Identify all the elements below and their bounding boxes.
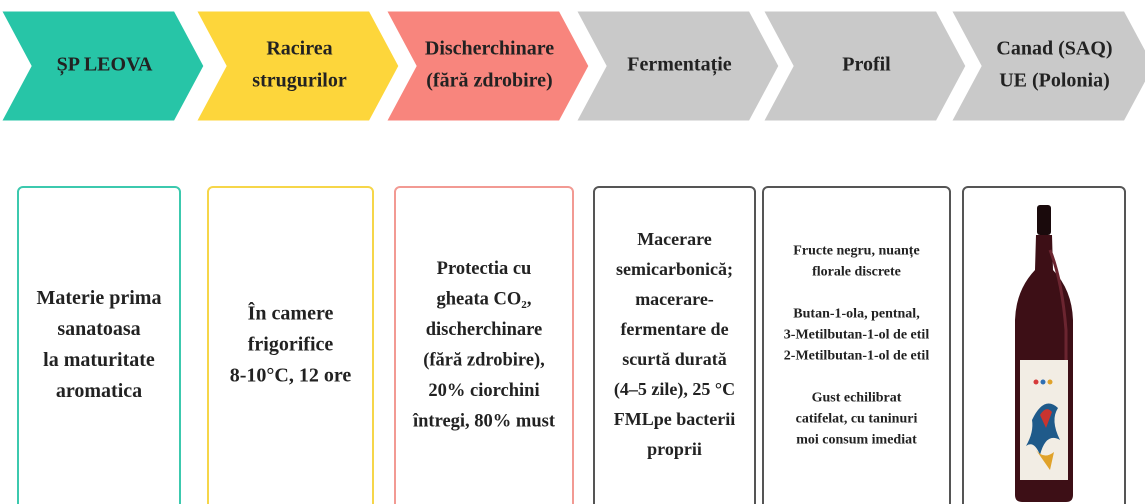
chevron — [195, 10, 400, 122]
step-title: strugurilor — [252, 70, 347, 92]
step-text: gheata CO₂, — [437, 290, 532, 310]
step-text: discherchinare — [426, 320, 542, 340]
step-text: fermentare de — [620, 319, 728, 339]
step-title: Discherchinare — [425, 38, 554, 60]
step-title: ȘP LEOVA — [57, 54, 153, 77]
step-text: Protectia cu — [437, 259, 532, 279]
step-title: (fără zdrobire) — [426, 70, 552, 92]
step-text: (4–5 zile), 25 °C — [614, 379, 735, 400]
step-text: macerare- — [635, 289, 714, 309]
step-box — [763, 187, 950, 504]
step-text: 3-Metilbutan-1-ol de etil — [784, 328, 930, 343]
step-text: 2-Metilbutan-1-ol de etil — [784, 349, 930, 364]
step-text: proprii — [647, 439, 702, 459]
step-text: Fructe negru, nuanțe — [793, 244, 919, 259]
step-title: Racirea — [266, 38, 332, 60]
step-text: catifelat, cu taninuri — [796, 412, 918, 427]
step-text: la maturitate — [43, 349, 155, 371]
step-text: (fără zdrobire), — [423, 351, 545, 371]
chevron — [385, 10, 590, 122]
step-text: aromatica — [56, 380, 142, 402]
step-text: FMLpe bacterii — [614, 409, 735, 429]
step-text: sanatoasa — [57, 318, 140, 340]
step-text: Macerare — [637, 229, 712, 249]
step-text: 20% ciorchini — [428, 381, 539, 401]
step-text: Gust echilibrat — [812, 391, 902, 406]
step-text: 8-10°C, 12 ore — [230, 365, 352, 387]
step-text: frigorifice — [248, 334, 334, 356]
step-text: Materie prima — [37, 287, 162, 309]
step-title: Profil — [842, 54, 891, 76]
step-box — [395, 187, 573, 504]
step-text: moi consum imediat — [796, 433, 917, 448]
step-title: Fermentație — [627, 54, 732, 77]
step-title: Canad (SAQ) — [996, 38, 1112, 60]
step-text: În camere — [248, 301, 334, 325]
chevron — [950, 10, 1145, 122]
step-text: scurtă durată — [622, 349, 727, 369]
step-text: semicarbonică; — [616, 259, 733, 279]
step-text: florale discrete — [812, 265, 901, 280]
step-text: întregi, 80% must — [412, 412, 556, 432]
step-text: Butan-1-ola, pentnal, — [793, 307, 919, 322]
step-title: UE (Polonia) — [999, 70, 1110, 92]
process-diagram: ȘP LEOVA Materie prima sanatoasa la maturit… — [0, 0, 1145, 504]
step-box — [18, 187, 180, 504]
